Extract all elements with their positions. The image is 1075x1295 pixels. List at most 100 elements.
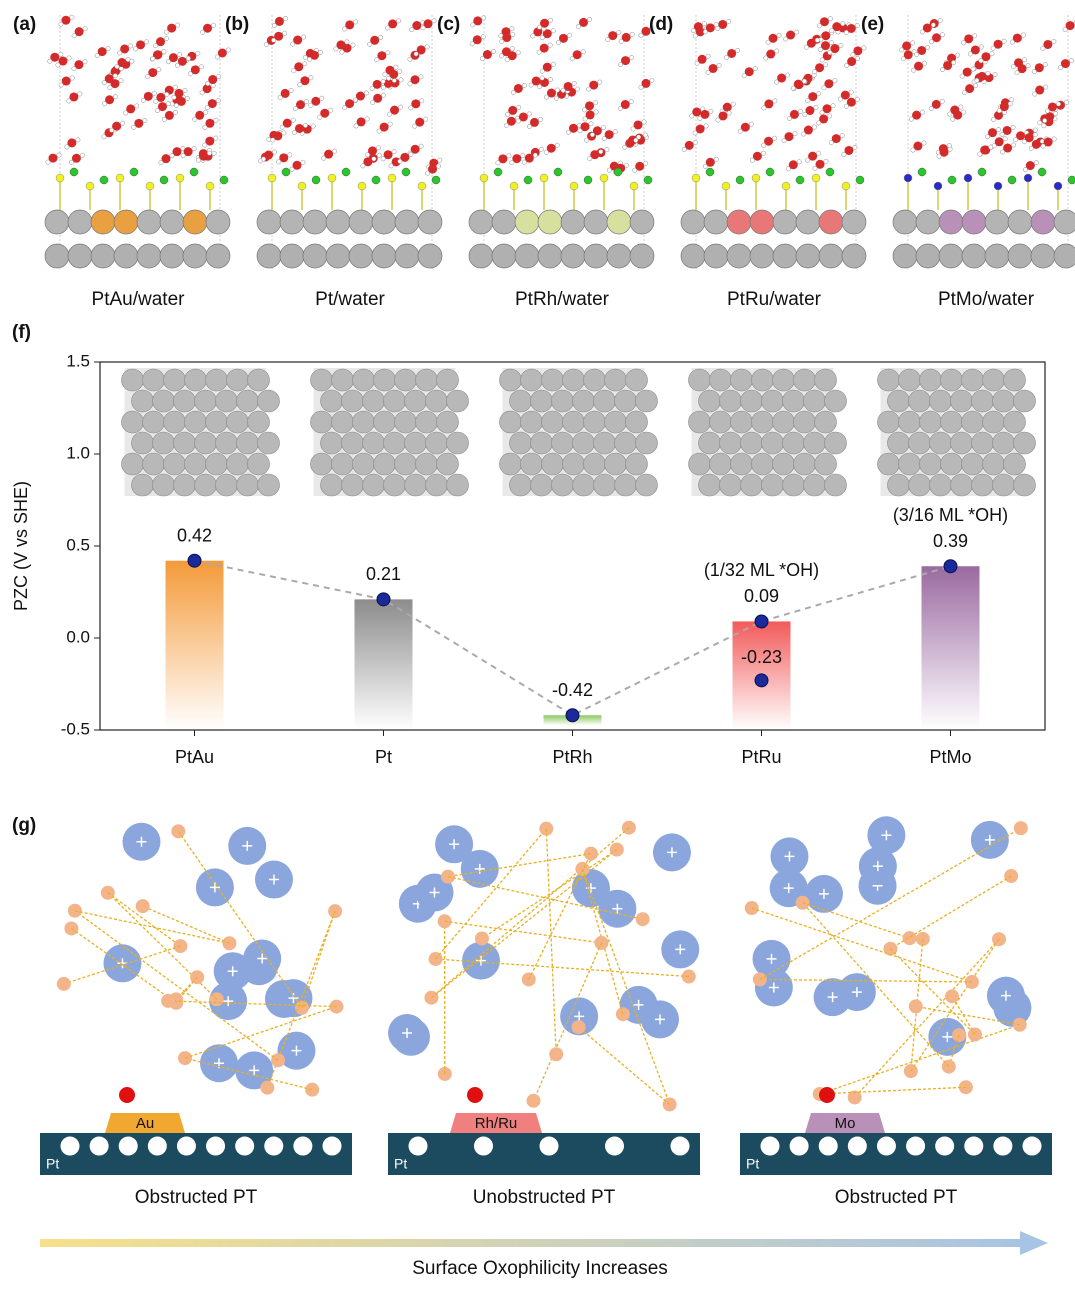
hydrogen — [510, 90, 516, 95]
hydrogen — [537, 24, 542, 30]
hydrogen — [781, 138, 787, 144]
slab-atom — [383, 389, 406, 413]
sub-atom — [113, 243, 139, 269]
oxygen — [345, 20, 355, 30]
slab-atom — [121, 452, 144, 476]
hydrogen — [393, 64, 399, 70]
hydrogen — [58, 51, 64, 57]
surface-atom — [795, 209, 821, 235]
hydrogen — [66, 98, 72, 104]
surface-atom — [1053, 209, 1075, 235]
hydrogen — [538, 116, 543, 122]
sub-atom — [468, 243, 494, 269]
slab-atom — [373, 368, 396, 392]
plus — [223, 996, 234, 1007]
slab-atom — [236, 389, 259, 413]
h-bond — [74, 910, 230, 944]
oxygen — [383, 150, 393, 160]
dopant-site — [805, 1113, 885, 1133]
hydrogen — [854, 96, 860, 102]
hydrogen — [584, 137, 589, 143]
oxygen — [508, 105, 518, 115]
hydrogen — [972, 33, 978, 39]
surface-h — [88, 1135, 110, 1157]
hydrogen — [125, 57, 131, 62]
hydrogen — [617, 106, 623, 111]
hydrogen — [504, 57, 510, 63]
oxygen — [176, 96, 186, 106]
surface-atom — [256, 209, 282, 235]
oxygen — [840, 90, 850, 100]
panel-label: (d) — [649, 14, 673, 35]
hydrogen — [319, 95, 325, 101]
surface-atom — [348, 209, 374, 235]
hydrogen — [423, 116, 429, 122]
y-tick-label: 0.0 — [66, 627, 90, 646]
surface-h — [963, 1135, 985, 1157]
oxygen — [368, 146, 378, 156]
oxygen — [423, 19, 433, 29]
oxygen — [1025, 161, 1035, 171]
hydrogen — [1042, 118, 1048, 124]
oxygen — [589, 80, 599, 90]
slab-atom — [730, 410, 753, 434]
slab-atom — [719, 431, 742, 455]
slab-atom — [898, 368, 921, 392]
oxygen — [273, 131, 283, 141]
water — [847, 1090, 862, 1105]
data-point — [376, 592, 391, 607]
slab-atom — [415, 452, 438, 476]
oxygen — [207, 99, 217, 109]
h-bond — [177, 830, 303, 1009]
adsorbate-cl — [219, 175, 229, 185]
hydrogen — [929, 39, 934, 45]
hydrogen — [837, 96, 843, 102]
oxygen — [740, 122, 750, 132]
slab-atom — [719, 389, 742, 413]
oxygen — [309, 50, 319, 60]
hydrogen — [204, 105, 210, 111]
adsorbate-cl — [99, 175, 109, 185]
oxygen — [902, 41, 912, 51]
y-axis-label: PZC (V vs SHE) — [11, 481, 31, 611]
oxygen — [383, 78, 393, 88]
hydrogen — [164, 36, 169, 42]
adsorbate-h — [387, 173, 397, 183]
oxygen — [120, 44, 130, 54]
x-tick-label: PtAu — [175, 747, 214, 767]
oxygen — [280, 88, 290, 98]
adsorbate-cl — [431, 175, 441, 185]
oxygen — [592, 126, 602, 136]
oxygen — [608, 31, 618, 41]
dopant-site — [105, 1113, 185, 1133]
surface-h — [788, 1135, 810, 1157]
hydrogen — [367, 41, 373, 47]
hydrogen — [940, 32, 945, 38]
oxygen — [700, 109, 710, 119]
slab-atom — [194, 431, 217, 455]
oxygen — [373, 93, 383, 103]
slab-atom — [446, 389, 469, 413]
oxygen — [311, 96, 321, 106]
hydrogen — [272, 149, 278, 155]
hydrogen — [261, 156, 267, 162]
sub-atom — [795, 243, 821, 269]
hydrogen — [1002, 136, 1008, 142]
hydrogen — [364, 116, 370, 122]
hydrogen — [211, 22, 216, 28]
hydrogen — [173, 102, 179, 108]
plus — [633, 999, 644, 1010]
hydrogen — [339, 49, 345, 55]
oxygen — [1035, 85, 1045, 95]
plus — [257, 953, 268, 964]
hydrogen — [819, 110, 825, 116]
hydrogen — [344, 39, 350, 45]
slab-atom — [352, 452, 375, 476]
h-bond — [581, 868, 671, 1105]
plus — [227, 966, 238, 977]
sub-atom — [583, 243, 609, 269]
x-tick-label: PtMo — [929, 747, 971, 767]
slab-atom — [635, 431, 658, 455]
slab-atom — [919, 368, 942, 392]
hydrogen — [388, 163, 394, 169]
